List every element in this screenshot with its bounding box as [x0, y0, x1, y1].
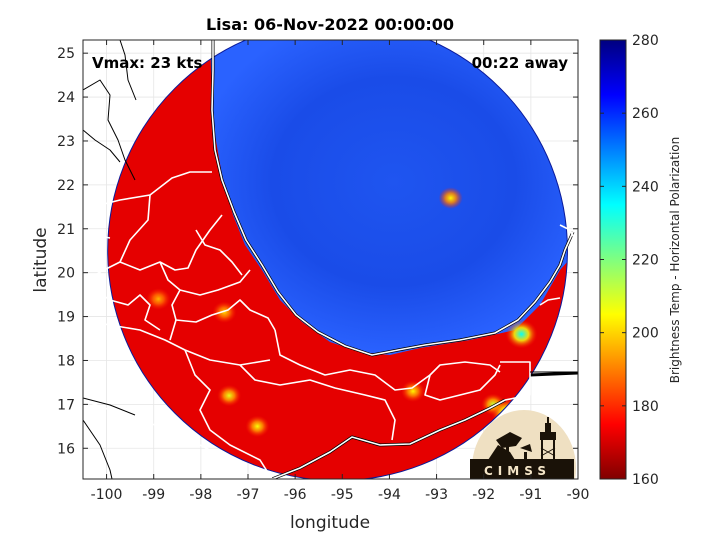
x-tick-label: -96: [284, 487, 307, 503]
y-tick-label: 19: [57, 310, 75, 326]
cold-spot: [401, 380, 425, 403]
cold-spot: [245, 415, 270, 438]
cold-spot: [505, 319, 538, 349]
x-tick-label: -100: [91, 487, 123, 503]
y-tick-label: 25: [57, 46, 75, 62]
time-away-annotation: 00:22 away: [472, 54, 569, 72]
coastlines-and-borders: [83, 40, 578, 479]
colorbar-tick-label: 160: [632, 472, 659, 488]
x-tick-label: -97: [237, 487, 260, 503]
swath-edge: [107, 40, 568, 479]
x-axis-label: longitude: [290, 513, 370, 533]
x-tick-label: -90: [567, 487, 590, 503]
x-axis-ticks: -100 -99 -98 -97 -96 -95 -94 -93 -92 -91 -90: [91, 40, 590, 503]
cold-spot: [217, 384, 242, 407]
colorbar: [599, 39, 627, 480]
cimss-logo: CIMSS: [470, 410, 576, 479]
x-tick-label: -98: [189, 487, 212, 503]
y-tick-label: 16: [57, 441, 75, 457]
x-tick-label: -94: [378, 487, 401, 503]
colorbar-tick-label: 200: [632, 326, 659, 342]
axes-frame: [82, 39, 579, 480]
x-tick-label: -99: [142, 487, 165, 503]
cold-spot: [212, 301, 237, 323]
brightness-temp-field: [107, 40, 568, 479]
logo-text: CIMSS: [484, 464, 551, 478]
x-tick-label: -95: [331, 487, 354, 503]
logo-silhouette: [470, 417, 574, 479]
colorbar-ticks: 160 180 200 220 240 260 280: [600, 33, 659, 488]
y-tick-label: 20: [57, 266, 75, 282]
y-axis-ticks: 16 17 18 19 20 21 22 23 24 25: [57, 46, 578, 457]
cold-spot: [438, 187, 463, 209]
x-tick-label: -91: [519, 487, 542, 503]
y-tick-label: 21: [57, 222, 75, 238]
colorbar-tick-label: 280: [632, 33, 659, 49]
y-axis-label: latitude: [31, 227, 51, 292]
colorbar-tick-label: 180: [632, 399, 659, 415]
gulf-of-mexico-region: [210, 40, 568, 355]
y-tick-label: 23: [57, 134, 75, 150]
y-tick-label: 22: [57, 178, 75, 194]
colorbar-label: Brightness Temp - Horizontal Polarizatio…: [668, 137, 682, 384]
x-tick-label: -93: [425, 487, 448, 503]
colorbar-tick-label: 220: [632, 253, 659, 269]
vmax-annotation: Vmax: 23 kts: [92, 54, 202, 72]
colorbar-tick-label: 260: [632, 106, 659, 122]
chart-title: Lisa: 06-Nov-2022 00:00:00: [206, 15, 454, 34]
y-tick-label: 24: [57, 90, 75, 106]
colorbar-tick-label: 240: [632, 179, 659, 195]
y-tick-label: 18: [57, 353, 75, 369]
x-tick-label: -92: [472, 487, 495, 503]
y-tick-label: 17: [57, 397, 75, 413]
cold-spot: [146, 288, 171, 310]
